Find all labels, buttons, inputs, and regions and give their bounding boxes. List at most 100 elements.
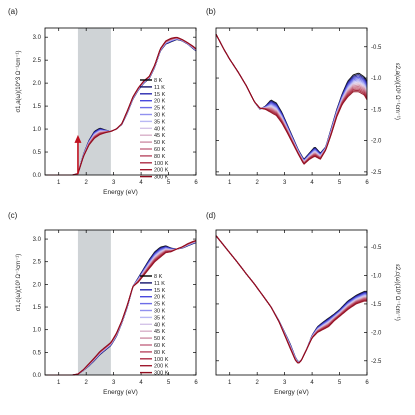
x-tick-label: 4 <box>310 380 314 386</box>
series-line-20k <box>45 38 197 176</box>
y-tick-label: 2.5 <box>33 58 42 64</box>
x-tick-label: 2 <box>85 180 89 186</box>
y-tick-label: -2.5 <box>371 170 382 176</box>
legend-label: 80 K <box>154 350 166 356</box>
legend-label: 300 K <box>154 175 169 181</box>
axes-frame <box>215 229 368 376</box>
series-line-25k <box>45 38 197 176</box>
y-tick-label: 1.5 <box>33 104 42 110</box>
legend-label: 30 K <box>154 113 166 119</box>
x-tick-label: 3 <box>283 180 287 186</box>
series-line-80k <box>215 235 367 364</box>
x-tick-label: 3 <box>283 380 287 386</box>
x-tick-label: 3 <box>112 380 116 386</box>
y-axis-label: ε2,c(ω)(10³ Ω⁻¹cm⁻¹) <box>394 264 400 321</box>
legend-label: 8 K <box>154 274 163 280</box>
series-line-35k <box>45 241 197 376</box>
x-tick-label: 2 <box>256 380 260 386</box>
series-line-60k <box>215 235 367 364</box>
series-line-30k <box>45 241 197 376</box>
legend-label: 50 K <box>154 140 166 146</box>
legend-label: 40 K <box>154 126 166 132</box>
x-tick-label: 4 <box>139 380 143 386</box>
legend-label: 100 K <box>154 161 169 167</box>
y-tick-label: -2.5 <box>371 359 382 365</box>
legend-label: 60 K <box>154 147 166 153</box>
series-line-8k <box>215 235 367 363</box>
series-line-45k <box>45 240 197 376</box>
series-line-11k <box>215 235 367 363</box>
panel-c: 1 2 3 4 5 6 0.0 0.5 1.0 1.5 2.0 2.5 3.0 (c) Energy (eV… <box>8 211 198 396</box>
legend-label: 40 K <box>154 322 166 328</box>
series-line-20k <box>45 241 197 376</box>
x-tick-label: 5 <box>338 180 342 186</box>
x-axis-label: Energy (eV) <box>103 189 138 196</box>
y-tick-label: -2.0 <box>371 330 382 336</box>
series-line-50k <box>45 240 197 376</box>
x-tick-label: 1 <box>57 380 61 386</box>
series-line-45k <box>215 235 367 363</box>
series-line-20k <box>215 235 367 363</box>
y-tick-label: 2.5 <box>33 260 42 266</box>
x-tick-label: 6 <box>194 180 198 186</box>
y-tick-label: -0.5 <box>371 45 382 51</box>
panel-label: (c) <box>8 211 18 220</box>
series-line-300k <box>45 239 197 376</box>
y-tick-label: -2.0 <box>371 139 382 145</box>
series-line-40k <box>215 235 367 363</box>
x-tick-label: 5 <box>167 180 171 186</box>
series-line-100k <box>215 235 367 364</box>
x-tick-label: 1 <box>228 380 232 386</box>
x-tick-label: 6 <box>365 180 369 186</box>
legend-label: 100 K <box>154 357 169 363</box>
series-line-15k <box>215 235 367 363</box>
series-line-8k <box>45 39 197 176</box>
series-line-45k <box>45 37 197 176</box>
series-line-100k <box>45 240 197 376</box>
series-line-40k <box>45 37 197 176</box>
legend-label: 20 K <box>154 295 166 301</box>
legend-label: 8 K <box>154 78 163 84</box>
panel-b: 1 2 3 4 5 6 -0.5 -1.0 -1.5 -2.0 -2.5 (b) ε2,a(ω)(10³… <box>206 7 400 186</box>
series-line-11k <box>45 242 197 376</box>
legend-label: 11 K <box>154 281 165 287</box>
x-tick-label: 2 <box>85 380 89 386</box>
y-tick-label: 0.0 <box>33 373 42 379</box>
series-line-8k <box>45 242 197 376</box>
series-line-80k <box>215 34 368 164</box>
series-line-15k <box>45 38 197 176</box>
series-line-200k <box>215 235 367 364</box>
axes-frame <box>44 27 197 176</box>
x-tick-label: 6 <box>194 380 198 386</box>
y-tick-label: 3.0 <box>33 237 42 243</box>
series-line-300k <box>215 235 367 364</box>
axes-frame <box>215 27 368 176</box>
y-tick-label: 1.0 <box>33 328 42 334</box>
legend-label: 20 K <box>154 99 166 105</box>
series-line-60k <box>45 37 197 176</box>
series-line-30k <box>215 235 367 363</box>
x-tick-label: 3 <box>112 180 116 186</box>
y-tick-label: -1.0 <box>371 76 382 82</box>
y-axis-label: σ1,a(ω)(10^3 Ω⁻¹cm⁻¹) <box>16 50 22 112</box>
y-tick-label: -1.5 <box>371 107 382 113</box>
y-tick-label: -1.0 <box>371 273 382 279</box>
x-tick-label: 5 <box>167 380 171 386</box>
x-tick-label: 4 <box>139 180 143 186</box>
shaded-region <box>77 230 111 375</box>
legend-label: 15 K <box>154 92 166 98</box>
y-tick-label: -1.5 <box>371 302 382 308</box>
y-axis-label: ε2,a(ω)(10³ Ω⁻¹cm⁻¹) <box>394 63 400 120</box>
y-tick-label: 0.0 <box>33 173 42 179</box>
x-tick-label: 6 <box>365 380 369 386</box>
legend-label: 50 K <box>154 336 166 342</box>
y-tick-label: 0.5 <box>33 350 42 356</box>
panel-label: (a) <box>8 7 18 16</box>
legend: 8 K11 K15 K20 K25 K30 K35 K40 K45 K50 K6… <box>140 78 169 181</box>
y-tick-label: 2.0 <box>33 282 42 288</box>
series-line-80k <box>45 240 197 376</box>
x-tick-label: 2 <box>256 180 260 186</box>
series-line-35k <box>215 235 367 363</box>
series-line-80k <box>45 37 197 176</box>
legend-label: 35 K <box>154 315 166 321</box>
